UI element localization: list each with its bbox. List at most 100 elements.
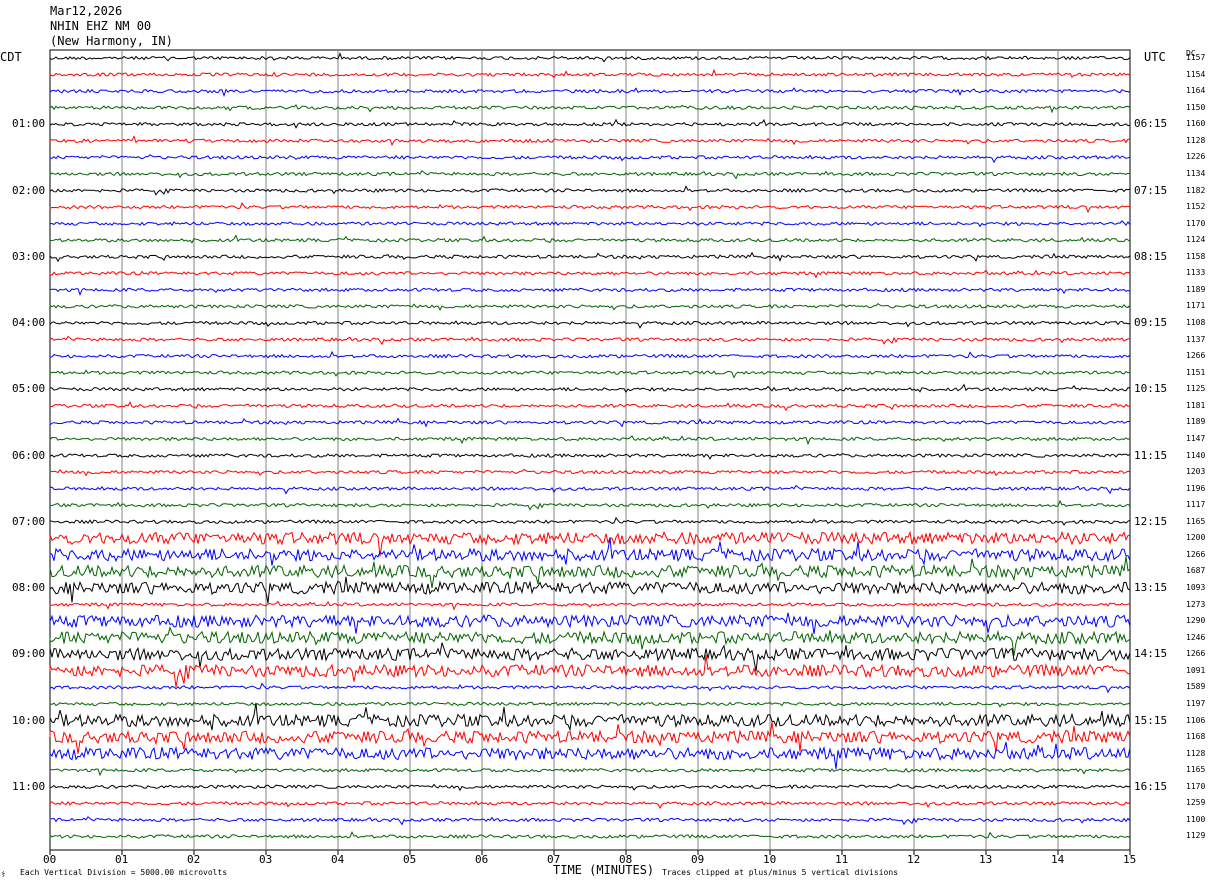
dc-value: 1687 [1186, 566, 1206, 576]
footer-corner-icon: ⚕ [1, 870, 6, 879]
x-tick-label: 10 [763, 853, 777, 866]
left-hour-label: 07:00 [12, 514, 46, 528]
right-hour-label: 08:15 [1134, 249, 1168, 263]
x-tick-label: 00 [43, 853, 57, 866]
seismic-trace [49, 741, 1131, 769]
footer-scale-note: Each Vertical Division = 5000.00 microvo… [20, 868, 228, 877]
seismic-trace [49, 401, 1131, 412]
seismic-trace [49, 320, 1131, 329]
dc-value: 1164 [1186, 86, 1206, 96]
right-hour-label: 07:15 [1134, 183, 1168, 197]
seismic-trace [49, 530, 1131, 557]
x-tick-label: 12 [907, 853, 921, 866]
left-hour-label: 05:00 [12, 382, 46, 396]
dc-value: 1189 [1186, 284, 1206, 294]
seismic-trace [49, 701, 1131, 708]
seismic-trace [49, 468, 1131, 477]
dc-value: 1196 [1186, 483, 1206, 493]
left-hour-label: 01:00 [12, 117, 46, 131]
dc-value: 1200 [1186, 533, 1206, 543]
dc-value: 1189 [1186, 417, 1206, 427]
dc-value: 1266 [1186, 351, 1206, 361]
x-tick-label: 13 [979, 853, 993, 866]
x-tick-label: 03 [259, 853, 273, 866]
seismic-trace [49, 118, 1131, 129]
header-station: NHIN EHZ NM 00 [50, 19, 152, 33]
right-hour-label: 09:15 [1134, 316, 1168, 329]
seismic-trace [49, 369, 1131, 379]
seismic-trace [49, 185, 1131, 196]
dc-value: 1117 [1186, 500, 1206, 510]
dc-value: 1108 [1186, 318, 1206, 327]
left-hour-label: 03:00 [12, 249, 46, 263]
dc-value: 1226 [1186, 152, 1206, 162]
dc-value: 1246 [1186, 632, 1206, 642]
dc-value: 1150 [1186, 102, 1206, 112]
seismic-trace [49, 484, 1131, 495]
x-tick-label: 06 [475, 853, 489, 866]
dc-value: 1152 [1186, 202, 1206, 212]
seismic-trace [49, 831, 1131, 839]
seismic-trace [49, 499, 1131, 511]
dc-value: 1154 [1186, 69, 1206, 79]
dc-value: 1151 [1186, 367, 1206, 377]
seismic-trace [49, 722, 1131, 754]
dc-value: 1134 [1186, 168, 1206, 178]
left-hour-label: 11:00 [12, 779, 46, 793]
left-timezone-label: CDT [0, 50, 22, 64]
seismic-trace [49, 87, 1131, 98]
seismic-trace [49, 767, 1131, 777]
dc-value: 1203 [1186, 467, 1206, 477]
right-hour-label: 12:15 [1134, 514, 1168, 528]
seismic-trace [49, 516, 1131, 526]
dc-value: 1106 [1186, 715, 1206, 725]
dc-value: 1147 [1186, 433, 1206, 443]
left-hour-label: 09:00 [12, 647, 46, 661]
dc-value: 1128 [1186, 135, 1206, 145]
seismic-trace [49, 220, 1131, 228]
x-tick-label: 15 [1123, 853, 1137, 866]
left-hour-label: 06:00 [12, 448, 46, 462]
right-hour-label: 15:15 [1134, 713, 1168, 727]
seismic-trace [49, 556, 1131, 589]
x-tick-label: 01 [115, 853, 129, 866]
dc-value: 1125 [1186, 384, 1206, 394]
seismic-trace [49, 816, 1131, 826]
dc-value: 1197 [1186, 698, 1206, 708]
x-tick-label: 11 [835, 853, 849, 866]
seismic-trace [49, 682, 1131, 694]
seismic-trace [49, 417, 1131, 428]
dc-value: 1158 [1186, 251, 1206, 261]
dc-header-label: DC [1186, 49, 1196, 58]
dc-value: 1259 [1186, 798, 1206, 808]
seismic-trace [49, 612, 1131, 635]
seismic-trace [49, 234, 1131, 244]
seismic-trace [49, 383, 1131, 394]
dc-value: 1266 [1186, 649, 1206, 659]
dc-value: 1128 [1186, 748, 1206, 758]
left-hour-label: 08:00 [12, 581, 46, 595]
seismic-trace [49, 52, 1131, 63]
x-tick-label: 07 [547, 853, 561, 866]
seismic-trace [49, 626, 1131, 656]
dc-value: 1160 [1186, 119, 1206, 129]
x-tick-label: 09 [691, 853, 705, 866]
right-hour-label: 13:15 [1134, 581, 1168, 595]
right-hour-label: 06:15 [1134, 117, 1168, 131]
seismic-trace [49, 251, 1131, 263]
x-tick-label: 05 [403, 853, 417, 866]
dc-value: 1182 [1186, 185, 1206, 195]
dc-value: 1124 [1186, 235, 1206, 245]
right-hour-label: 10:15 [1134, 382, 1168, 396]
seismic-trace [49, 170, 1131, 180]
seismic-trace [49, 435, 1131, 446]
seismic-trace [49, 135, 1130, 147]
dc-value: 1093 [1186, 583, 1206, 593]
right-hour-label: 16:15 [1134, 779, 1168, 793]
dc-value: 1170 [1186, 218, 1206, 228]
dc-value: 1140 [1186, 450, 1206, 460]
right-hour-label: 11:15 [1134, 448, 1168, 462]
left-hour-label: 02:00 [12, 183, 46, 197]
seismic-trace [49, 453, 1131, 460]
